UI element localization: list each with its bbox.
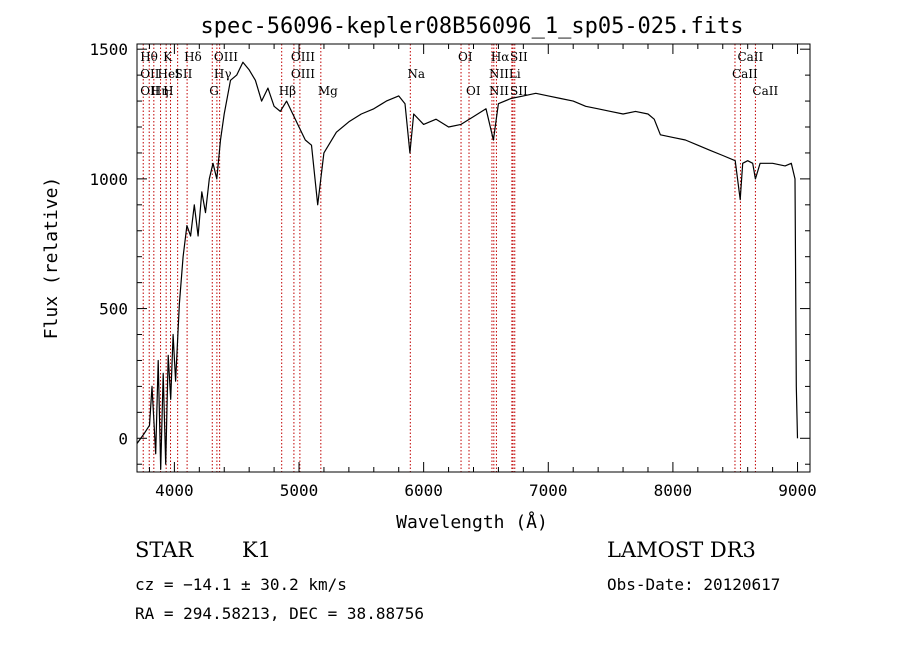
x-tick-label: 6000 — [404, 481, 443, 500]
obs-date: Obs-Date: 20120617 — [607, 575, 781, 594]
x-axis-label: Wavelength (Å) — [396, 511, 548, 533]
survey-label: LAMOST DR3 — [607, 538, 756, 562]
spectral-line-label: Hα — [491, 50, 510, 64]
x-tick-label: 8000 — [654, 481, 693, 500]
spectral-line-label: OI — [458, 50, 473, 64]
spectral-line-label: OII — [140, 67, 160, 81]
spectral-line-label: SII — [510, 84, 528, 98]
spectral-line-label: OII — [140, 84, 160, 98]
x-tick-label: 9000 — [778, 481, 817, 500]
axes-layer: 4000 5000 6000 7000 8000 9000 0 500 1000 1500 — [89, 40, 816, 500]
cz-readout: cz = −14.1 ± 30.2 km/s — [135, 575, 347, 594]
spectral-line-label: Li — [509, 67, 521, 81]
spectral-line-label: OIII — [291, 67, 315, 81]
x-tick-label: 5000 — [280, 481, 319, 500]
spectral-line-label: K — [163, 50, 173, 64]
spectral-line-label: SII — [175, 67, 193, 81]
spectral-line-label: CaII — [732, 67, 758, 81]
y-axis-label: Flux (relative) — [41, 177, 62, 340]
spectral-line-label: HeI — [158, 67, 181, 81]
spectral-line-label: Hη — [151, 84, 169, 98]
spectral-line-label: Hβ — [279, 84, 296, 98]
spectrum-line — [136, 61, 799, 470]
plot-frame — [136, 43, 811, 473]
radec-readout: RA = 294.58213, DEC = 38.88756 — [135, 604, 424, 623]
class-label: STAR — [135, 538, 194, 562]
chart-title: spec-56096-kepler08B56096_1_sp05-025.fit… — [200, 14, 743, 39]
spectral-line-label: Hδ — [184, 50, 202, 64]
spectral-line-labels-layer: HθOIIOIIHηHeIKHSIIHδGOIIIHγHβOIIIOIIIMgN… — [140, 50, 778, 98]
spectral-line-label: NII — [489, 84, 509, 98]
spectrum-layer — [136, 61, 799, 470]
y-tick-label: 0 — [118, 429, 128, 448]
spectral-line-label: Hθ — [140, 50, 158, 64]
x-tick-label: 7000 — [529, 481, 568, 500]
y-tick-label: 1000 — [89, 170, 128, 189]
spectral-line-label: SII — [510, 50, 528, 64]
spectral-line-label: Mg — [318, 84, 338, 98]
spectral-line-label: Hγ — [214, 67, 232, 81]
subclass-label: K1 — [242, 538, 272, 562]
spectral-line-label: Na — [407, 67, 425, 81]
spectral-line-label: G — [209, 84, 219, 98]
spectral-line-label: OI — [466, 84, 481, 98]
spectral-line-label: OIII — [214, 50, 238, 64]
y-tick-label: 1500 — [89, 40, 128, 59]
y-tick-label: 500 — [99, 300, 128, 319]
spectral-lines-layer — [142, 44, 756, 472]
spectral-line-label: NII — [489, 67, 509, 81]
spectral-line-label: OIII — [291, 50, 315, 64]
spectral-line-label: CaII — [737, 50, 763, 64]
spectral-line-label: H — [163, 84, 173, 98]
spectral-line-label: CaII — [752, 84, 778, 98]
x-tick-label: 4000 — [155, 481, 194, 500]
